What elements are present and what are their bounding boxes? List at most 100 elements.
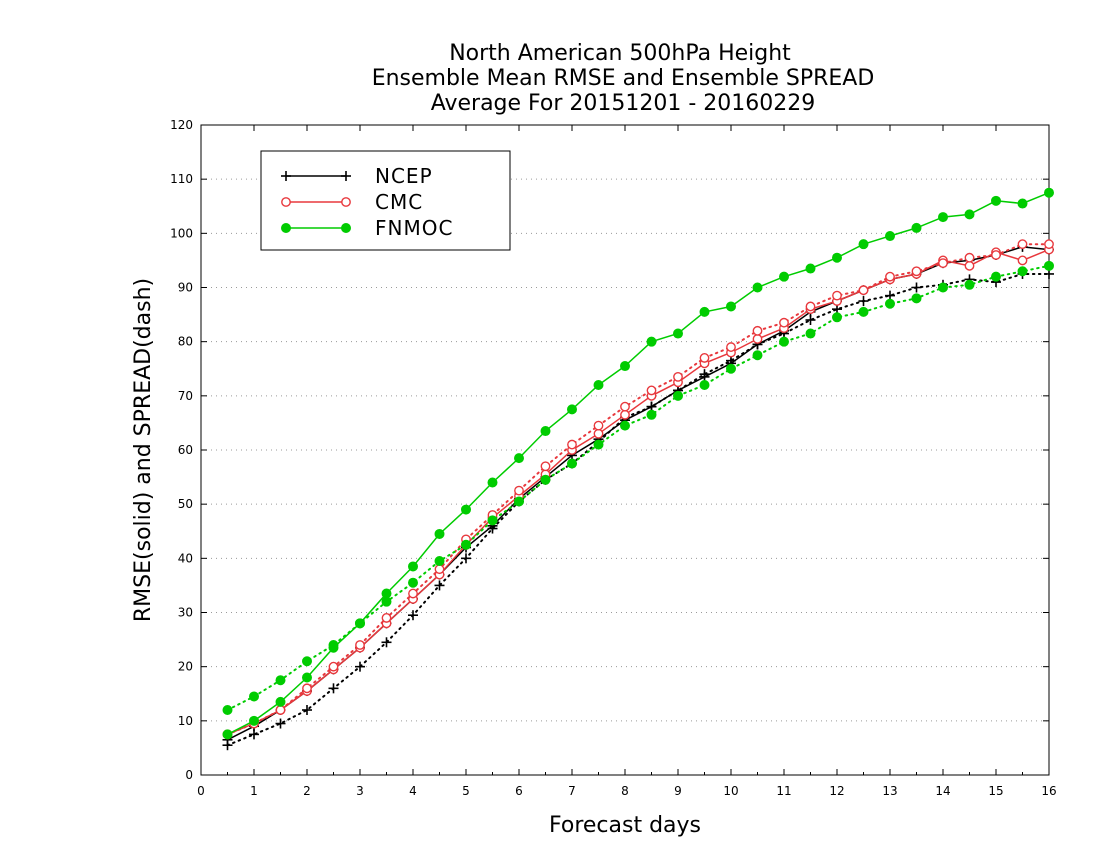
- x-tick-label: 8: [621, 784, 629, 798]
- chart-title-line-1: North American 500hPa Height: [449, 41, 791, 66]
- fnmoc-point: [964, 279, 975, 290]
- cmc-point: [275, 705, 286, 715]
- x-tick-label: 0: [197, 784, 205, 798]
- fnmoc-point: [355, 618, 365, 629]
- legend-label: NCEP: [375, 164, 433, 188]
- ncep-point: [461, 553, 471, 564]
- cmc-point: [540, 461, 551, 472]
- cmc-point: [434, 564, 445, 575]
- ncep-point: [408, 610, 418, 621]
- cmc-point: [964, 252, 975, 263]
- cmc-point: [938, 258, 948, 269]
- fnmoc-point: [249, 691, 259, 702]
- x-tick-label: 5: [462, 784, 470, 798]
- legend-box: [260, 150, 511, 251]
- cmc-point: [620, 401, 630, 412]
- fnmoc-point: [805, 328, 816, 339]
- y-tick-label: 50: [178, 497, 193, 511]
- y-tick-label: 60: [178, 443, 193, 457]
- ncep-rmse-series: [222, 241, 1054, 745]
- ncep-point: [434, 580, 445, 591]
- fnmoc-point: [222, 705, 233, 715]
- fnmoc-point: [434, 528, 445, 539]
- cmc-rmse-series: [222, 244, 1054, 740]
- cmc-point: [514, 485, 524, 496]
- ncep-point: [858, 296, 869, 307]
- ncep-point: [302, 705, 312, 715]
- x-tick-label: 3: [356, 784, 364, 798]
- cmc-spread-series: [222, 239, 1054, 740]
- fnmoc-point: [593, 380, 604, 390]
- cmc-point: [991, 250, 1001, 260]
- fnmoc-point: [699, 380, 710, 390]
- cmc-point: [673, 371, 683, 382]
- ncep-point: [699, 369, 710, 380]
- fnmoc-rmse-series: [222, 187, 1054, 740]
- series-layer: [222, 187, 1054, 751]
- fnmoc-point: [487, 477, 498, 488]
- x-tick-label: 11: [776, 784, 791, 798]
- fnmoc-point: [858, 239, 869, 250]
- ncep-point: [328, 683, 339, 694]
- cmc-point: [381, 613, 392, 623]
- cmc-rmse-line: [227, 248, 1050, 736]
- x-tick-label: 14: [935, 784, 950, 798]
- fnmoc-point: [341, 223, 351, 233]
- cmc-point: [779, 317, 789, 328]
- cmc-point: [593, 428, 604, 439]
- fnmoc-point: [779, 336, 789, 347]
- cmc-point: [752, 325, 763, 336]
- fnmoc-point: [858, 306, 869, 317]
- y-tick-label: 100: [170, 226, 193, 240]
- x-tick-label: 4: [409, 784, 417, 798]
- fnmoc-point: [752, 350, 763, 361]
- x-tick-label: 16: [1041, 784, 1056, 798]
- fnmoc-point: [620, 361, 630, 372]
- cmc-point: [1044, 239, 1054, 250]
- fnmoc-point: [938, 282, 948, 293]
- fnmoc-point: [673, 390, 683, 401]
- x-tick-label: 15: [988, 784, 1003, 798]
- fnmoc-point: [461, 539, 471, 550]
- fnmoc-point: [805, 263, 816, 274]
- chart-title-line-3: Average For 20151201 - 20160229: [431, 91, 816, 116]
- fnmoc-point: [832, 312, 842, 323]
- cmc-point: [911, 266, 922, 277]
- ncep-point: [275, 718, 286, 729]
- x-tick-label: 1: [250, 784, 258, 798]
- legend-item-ncep: NCEP: [281, 164, 433, 188]
- ncep-rmse-line: [227, 246, 1050, 741]
- y-tick-label: 0: [185, 768, 193, 782]
- fnmoc-point: [281, 223, 291, 233]
- ncep-point: [805, 315, 816, 325]
- fnmoc-point: [540, 474, 551, 485]
- legend-item-cmc: CMC: [281, 190, 422, 214]
- ncep-point: [249, 729, 259, 740]
- fnmoc-point: [514, 496, 524, 507]
- fnmoc-point: [434, 556, 445, 567]
- cmc-point: [885, 271, 895, 282]
- legend-label: FNMOC: [375, 216, 453, 240]
- fnmoc-point: [779, 271, 789, 282]
- fnmoc-point: [646, 336, 657, 347]
- fnmoc-point: [726, 301, 736, 312]
- fnmoc-point: [514, 453, 524, 464]
- fnmoc-point: [964, 209, 975, 220]
- cmc-point: [1017, 239, 1028, 250]
- ncep-point: [355, 661, 365, 672]
- x-tick-label: 12: [829, 784, 844, 798]
- fnmoc-point: [726, 363, 736, 374]
- fnmoc-point: [461, 504, 471, 515]
- fnmoc-point: [699, 306, 710, 317]
- fnmoc-point: [567, 458, 577, 469]
- fnmoc-spread-line: [226, 264, 1050, 711]
- fnmoc-point: [885, 298, 895, 309]
- ncep-point: [911, 282, 922, 293]
- y-axis-title: RMSE(solid) and SPREAD(dash): [131, 278, 156, 622]
- x-tick-label: 10: [723, 784, 738, 798]
- x-tick-label: 7: [568, 784, 576, 798]
- fnmoc-point: [1017, 198, 1028, 209]
